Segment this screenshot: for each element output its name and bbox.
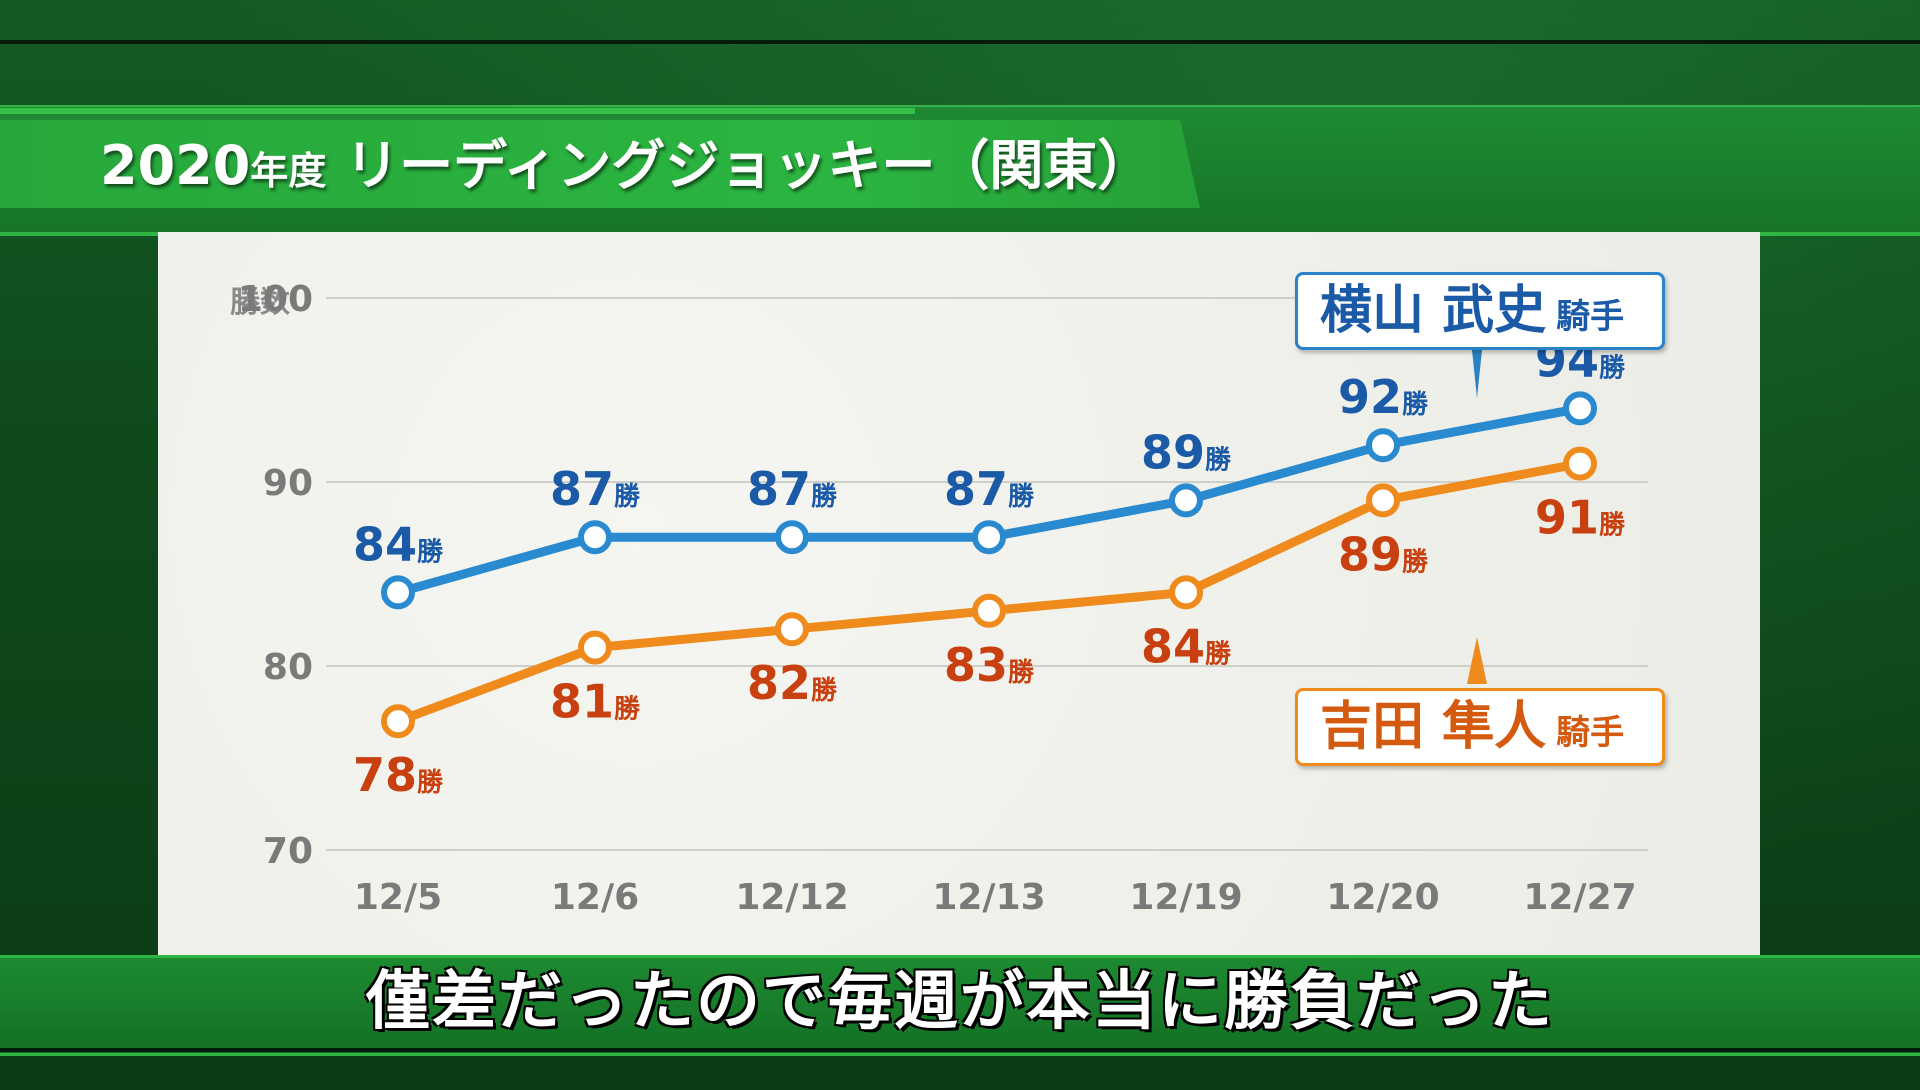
- legend-pointer-series-1: [1472, 350, 1482, 398]
- data-label-series-1: 87勝: [944, 462, 1035, 516]
- data-point-series-2: [381, 704, 415, 739]
- y-tick-label: 90: [263, 463, 313, 504]
- bottom-rule: [0, 1048, 1920, 1052]
- x-tick-label: 12/27: [1523, 877, 1636, 918]
- data-point-series-2: [972, 593, 1006, 628]
- x-tick-label: 12/5: [354, 877, 442, 918]
- x-tick-label: 12/12: [735, 877, 848, 918]
- chart-panel: 勝数 70 80 90 100 12/5 12/6 12/12 12/13 12/19 12/20 1…: [158, 232, 1760, 955]
- x-tick-label: 12/19: [1129, 877, 1242, 918]
- legend-pointer-series-2: [1467, 637, 1487, 684]
- title-plate: [0, 120, 1200, 208]
- data-point-series-2: [775, 612, 809, 647]
- line-chart: 勝数 70 80 90 100 12/5 12/6 12/12 12/13 12/19 12/20 1…: [230, 279, 1648, 918]
- title-main: リーディングジョッキー（関東）: [345, 134, 1152, 197]
- data-label-series-2: 91勝: [1535, 491, 1626, 545]
- data-label-series-2: 89勝: [1338, 527, 1429, 581]
- data-point-series-2: [1366, 483, 1400, 518]
- data-point-series-1: [1169, 483, 1203, 518]
- data-label-series-1: 87勝: [747, 462, 838, 516]
- data-point-series-1: [775, 520, 809, 555]
- data-label-series-2: 81勝: [550, 675, 641, 729]
- data-label-series-1: 89勝: [1141, 425, 1232, 479]
- data-point-series-2: [1169, 575, 1203, 610]
- y-tick-label: 80: [263, 647, 313, 688]
- data-label-series-1: 87勝: [550, 462, 641, 516]
- x-tick-label: 12/13: [932, 877, 1045, 918]
- legend-name-series-2: 吉田 隼人: [1320, 697, 1547, 757]
- legend-label-series-1: 横山 武史 騎手: [1295, 272, 1665, 350]
- data-point-series-1: [972, 520, 1006, 555]
- x-tick-label: 12/6: [551, 877, 639, 918]
- data-point-series-1: [578, 520, 612, 555]
- legend-label-series-2: 吉田 隼人 騎手: [1295, 688, 1665, 766]
- data-point-series-1: [381, 575, 415, 610]
- legend-suffix-series-2: 騎手: [1556, 713, 1625, 753]
- data-label-series-2: 78勝: [353, 748, 444, 802]
- title-accent-line: [0, 108, 915, 114]
- legend-suffix-series-1: 騎手: [1556, 297, 1625, 337]
- title-year: 2020: [100, 134, 251, 197]
- y-tick-label: 100: [238, 279, 313, 320]
- title-year-suffix: 年度: [250, 149, 327, 193]
- data-label-series-1: 84勝: [353, 517, 444, 571]
- data-point-series-1: [1563, 391, 1597, 426]
- subtitle-caption: 僅差だったので毎週が本当に勝負だった: [366, 965, 1554, 1039]
- data-point-series-2: [1563, 446, 1597, 481]
- data-label-series-2: 84勝: [1141, 619, 1232, 673]
- data-point-series-1: [1366, 428, 1400, 463]
- x-tick-label: 12/20: [1326, 877, 1439, 918]
- subtitle-band: [0, 955, 1920, 1056]
- page-title: 2020年度 リーディングジョッキー（関東）: [100, 126, 1151, 206]
- y-tick-label: 70: [263, 831, 313, 872]
- data-label-series-2: 83勝: [944, 638, 1035, 692]
- y-axis-label: 勝数: [230, 285, 291, 320]
- data-label-series-2: 82勝: [747, 656, 838, 710]
- data-label-series-1: 92勝: [1338, 370, 1429, 424]
- top-rule: [0, 40, 1920, 44]
- legend-name-series-1: 横山 武史: [1320, 281, 1547, 341]
- data-point-series-2: [578, 630, 612, 665]
